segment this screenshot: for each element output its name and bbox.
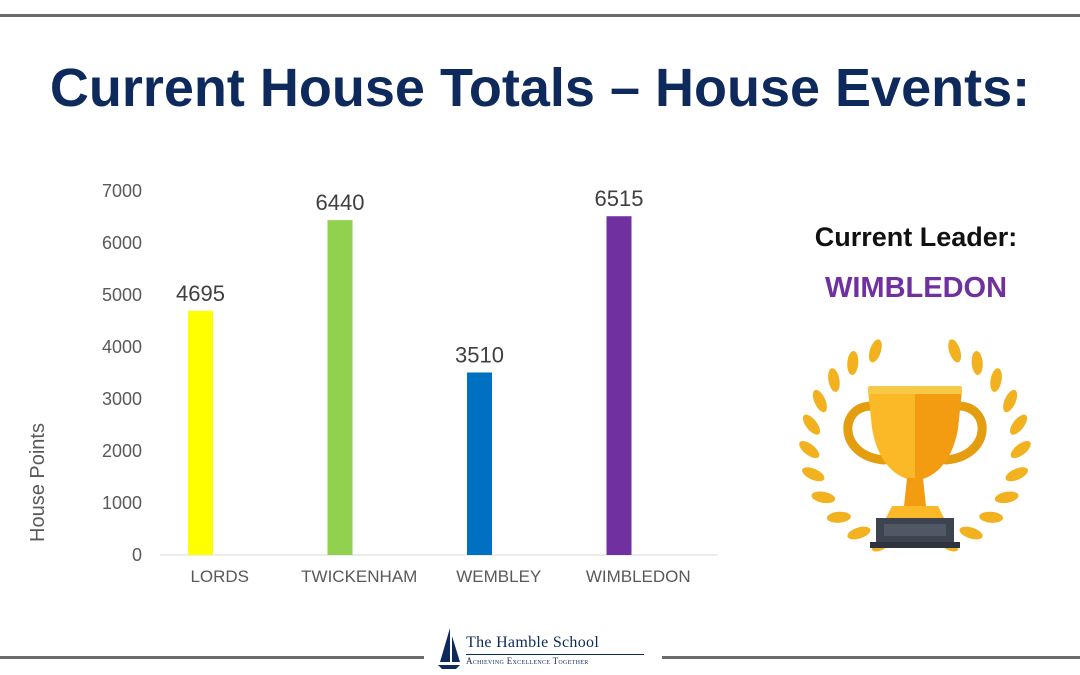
y-axis-label: House Points [27,423,49,542]
laurel-leaf [828,368,840,392]
y-tick-label: 4000 [102,337,142,357]
y-tick-label: 6000 [102,233,142,253]
laurel-wreath [799,339,1031,552]
laurel-leaf [802,414,821,435]
y-tick-label: 0 [132,545,142,565]
x-axis-tick-labels: LORDS TWICKENHAM WEMBLEY WIMBLEDON [190,567,690,586]
logo-underline [466,654,644,655]
logo-school-name: The Hamble School [466,634,600,651]
bar-lords [188,310,213,555]
sail-icon [438,628,460,669]
laurel-leaf [1010,441,1031,459]
laurel-leaf [847,351,859,375]
bar-twickenham [327,220,353,555]
laurel-leaf [1009,414,1028,435]
top-divider [0,14,1080,17]
laurel-leaf [994,491,1019,504]
bottom-divider-left [0,656,424,659]
school-logo: The Hamble School Achieving Excellence T… [436,626,656,672]
y-tick-label: 1000 [102,493,142,513]
laurel-leaf [799,441,820,459]
laurel-leaf [802,467,825,482]
laurel-leaf [868,339,882,363]
bar-wembley [467,372,492,555]
y-tick-label: 2000 [102,441,142,461]
bar-wimbledon [606,216,632,555]
laurel-leaf [948,339,962,363]
data-label-lords: 4695 [176,281,225,306]
bar-chart: 0 1000 2000 3000 4000 5000 6000 7000 4695 6440 35… [27,181,718,586]
y-axis-ticks: 0 1000 2000 3000 4000 5000 6000 7000 [102,181,142,565]
x-tick-label: LORDS [190,567,249,586]
laurel-leaf [847,526,871,540]
bottom-divider-right [662,656,1080,659]
y-tick-label: 5000 [102,285,142,305]
laurel-leaf [1005,467,1028,482]
current-leader-heading: Current Leader: [814,222,1018,252]
laurel-leaf [990,368,1002,392]
y-tick-label: 3000 [102,389,142,409]
laurel-leaf [971,351,983,375]
laurel-leaf [979,511,1004,523]
logo-tagline: Achieving Excellence Together [466,656,589,666]
laurel-leaf [811,491,836,504]
page-title: Current House Totals – House Events: [49,58,1031,118]
laurel-leaf [959,526,983,540]
current-leader-name: WIMBLEDON [824,272,1008,304]
data-label-wembley: 3510 [455,342,504,367]
laurel-leaf [812,389,827,413]
x-tick-label: TWICKENHAM [301,567,417,586]
bars [188,216,632,555]
x-tick-label: WEMBLEY [456,567,541,586]
data-labels: 4695 6440 3510 6515 [176,186,643,367]
trophy-icon [799,339,1031,552]
data-label-wimbledon: 6515 [595,186,644,211]
y-tick-label: 7000 [102,181,142,201]
data-label-twickenham: 6440 [316,190,365,215]
laurel-leaf [1003,389,1018,413]
x-tick-label: WIMBLEDON [586,567,691,586]
laurel-leaf [826,511,851,523]
